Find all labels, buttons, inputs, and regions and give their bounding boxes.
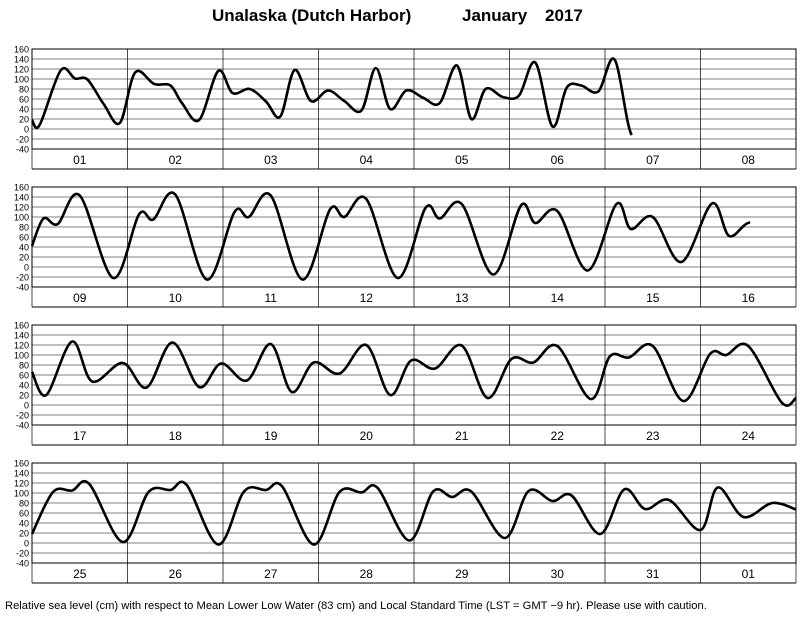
y-tick-label: 0 — [24, 538, 29, 548]
tide-curve — [30, 340, 797, 407]
day-label: 20 — [360, 429, 374, 443]
day-label: 03 — [264, 153, 278, 167]
title-month: January — [462, 6, 528, 25]
y-tick-label: 100 — [14, 350, 29, 360]
station-name: Unalaska (Dutch Harbor) — [212, 6, 412, 25]
y-tick-label: 20 — [19, 390, 29, 400]
day-label: 23 — [646, 429, 660, 443]
y-tick-label: -40 — [16, 420, 29, 430]
y-tick-label: -20 — [16, 134, 29, 144]
y-tick-label: 80 — [19, 222, 29, 232]
y-tick-label: 80 — [19, 360, 29, 370]
y-tick-label: 20 — [19, 114, 29, 124]
y-tick-label: 60 — [19, 370, 29, 380]
y-tick-label: 160 — [14, 182, 29, 192]
day-label: 27 — [264, 567, 278, 581]
y-tick-label: 20 — [19, 252, 29, 262]
day-label: 21 — [455, 429, 469, 443]
y-tick-label: 60 — [19, 508, 29, 518]
footer-note: Relative sea level (cm) with respect to … — [5, 600, 707, 612]
day-label: 22 — [551, 429, 565, 443]
plot-frame — [31, 462, 797, 564]
y-tick-label: 120 — [14, 64, 29, 74]
y-tick-label: -20 — [16, 410, 29, 420]
day-label: 01 — [73, 153, 87, 167]
y-tick-label: -40 — [16, 558, 29, 568]
day-label: 02 — [169, 153, 183, 167]
tide-curve — [30, 191, 751, 281]
day-label: 17 — [73, 429, 87, 443]
title-year: 2017 — [545, 6, 583, 25]
y-tick-label: -40 — [16, 144, 29, 154]
y-tick-label: 40 — [19, 242, 29, 252]
y-tick-label: 60 — [19, 94, 29, 104]
y-tick-label: 40 — [19, 518, 29, 528]
day-label: 11 — [265, 291, 278, 305]
day-label: 10 — [169, 291, 183, 305]
y-tick-label: -20 — [16, 272, 29, 282]
tide-curve — [30, 479, 797, 546]
day-label: 07 — [646, 153, 660, 167]
y-tick-label: 140 — [14, 192, 29, 202]
y-tick-label: 140 — [14, 330, 29, 340]
day-label: 28 — [360, 567, 374, 581]
y-tick-label: 160 — [14, 44, 29, 54]
day-label: 04 — [360, 153, 374, 167]
y-tick-label: 40 — [19, 380, 29, 390]
y-tick-label: 100 — [14, 488, 29, 498]
plot-frame — [31, 48, 797, 150]
y-tick-label: 80 — [19, 84, 29, 94]
y-tick-label: 160 — [14, 320, 29, 330]
day-label: 06 — [551, 153, 565, 167]
y-tick-label: -20 — [16, 548, 29, 558]
tide-curve — [30, 57, 633, 136]
day-label: 16 — [742, 291, 756, 305]
y-tick-label: 60 — [19, 232, 29, 242]
day-label: 29 — [455, 567, 469, 581]
y-tick-label: 120 — [14, 478, 29, 488]
day-label: 08 — [742, 153, 756, 167]
y-tick-label: 80 — [19, 498, 29, 508]
plot-frame — [31, 186, 797, 288]
y-tick-label: 160 — [14, 458, 29, 468]
day-label: 14 — [551, 291, 565, 305]
y-tick-label: 0 — [24, 400, 29, 410]
day-label: 15 — [646, 291, 660, 305]
day-label: 24 — [742, 429, 756, 443]
day-label: 18 — [169, 429, 183, 443]
y-tick-label: 120 — [14, 202, 29, 212]
y-tick-label: 140 — [14, 468, 29, 478]
day-label: 01 — [742, 567, 756, 581]
day-label: 09 — [73, 291, 87, 305]
chart-title: Unalaska (Dutch Harbor) January 2017 — [0, 4, 800, 28]
day-label: 25 — [73, 567, 87, 581]
y-tick-label: 40 — [19, 104, 29, 114]
day-label: 30 — [551, 567, 565, 581]
y-tick-label: 0 — [24, 124, 29, 134]
y-tick-label: 140 — [14, 54, 29, 64]
y-tick-label: -40 — [16, 282, 29, 292]
day-label: 26 — [169, 567, 183, 581]
y-tick-label: 100 — [14, 74, 29, 84]
y-tick-label: 0 — [24, 262, 29, 272]
day-label: 05 — [455, 153, 469, 167]
y-tick-label: 100 — [14, 212, 29, 222]
day-label: 13 — [455, 291, 469, 305]
y-tick-label: 20 — [19, 528, 29, 538]
day-label: 19 — [264, 429, 278, 443]
day-label: 12 — [360, 291, 374, 305]
day-label: 31 — [646, 567, 660, 581]
y-tick-label: 120 — [14, 340, 29, 350]
